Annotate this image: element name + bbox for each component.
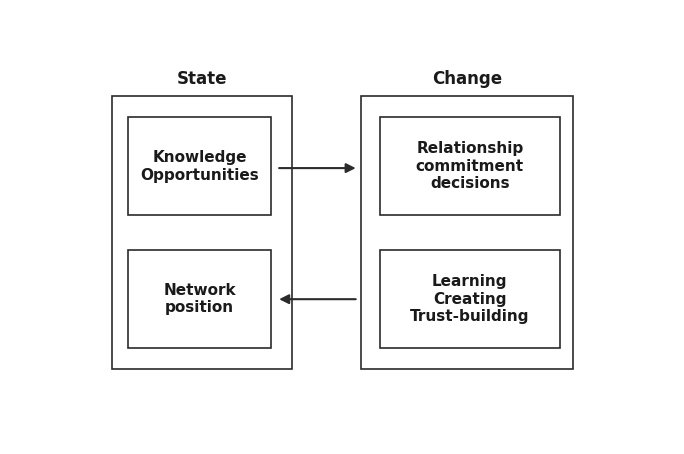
Text: Network
position: Network position (163, 283, 236, 316)
Bar (128, 250, 271, 348)
Bar (128, 118, 271, 215)
Bar (380, 250, 560, 348)
Bar (380, 118, 560, 215)
Text: Learning
Creating
Trust-building: Learning Creating Trust-building (410, 274, 529, 324)
Text: State: State (177, 70, 227, 88)
Text: Change: Change (432, 70, 502, 88)
Text: Relationship
commitment
decisions: Relationship commitment decisions (416, 142, 524, 191)
Bar (112, 96, 292, 369)
Bar (361, 96, 573, 369)
Text: Knowledge
Opportunities: Knowledge Opportunities (140, 150, 259, 183)
